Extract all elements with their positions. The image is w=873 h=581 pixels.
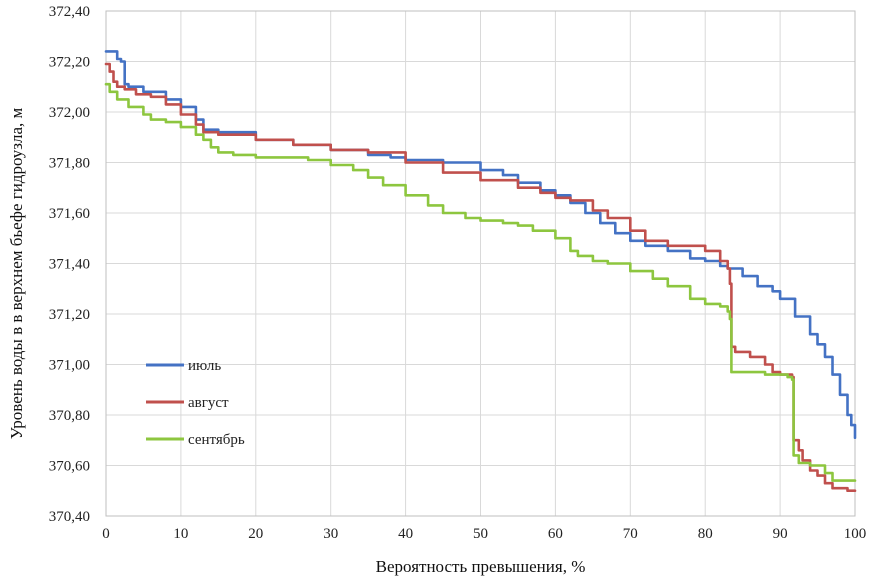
y-axis-ticks: 370,40 370,60 370,80 371,00 371,20 371,40 371,… (49, 4, 90, 525)
x-tick-label: 80 (698, 526, 713, 542)
y-axis-title: Уровень воды в в верхнем бьефе гидроузла… (7, 107, 26, 439)
x-tick-label: 90 (773, 526, 788, 542)
x-axis-title: Вероятность превышения, % (376, 557, 586, 576)
y-tick-label: 371,60 (49, 206, 90, 222)
legend-label-3: сентябрь (188, 432, 245, 448)
legend-label-1: июль (188, 358, 221, 374)
legend-label-2: август (188, 395, 229, 411)
y-tick-label: 370,60 (49, 459, 90, 475)
x-tick-label: 60 (548, 526, 563, 542)
y-tick-label: 372,40 (49, 4, 90, 20)
x-tick-label: 70 (623, 526, 638, 542)
y-tick-label: 371,40 (49, 257, 90, 273)
x-tick-label: 30 (323, 526, 338, 542)
y-tick-label: 372,20 (49, 55, 90, 71)
x-tick-label: 50 (473, 526, 488, 542)
x-tick-label: 0 (102, 526, 110, 542)
y-tick-label: 372,00 (49, 105, 90, 121)
x-axis-ticks: 0 10 20 30 40 50 60 70 80 90 100 (102, 526, 866, 542)
y-tick-label: 370,40 (49, 509, 90, 525)
series-line-3 (104, 82, 857, 482)
y-tick-label: 371,20 (49, 307, 90, 323)
series-layer (104, 50, 857, 492)
x-tick-label: 100 (844, 526, 867, 542)
legend: июль август сентябрь (146, 358, 245, 448)
x-tick-label: 10 (173, 526, 188, 542)
x-tick-label: 20 (248, 526, 263, 542)
y-tick-label: 370,80 (49, 408, 90, 424)
y-tick-label: 371,80 (49, 156, 90, 172)
plot-area (105, 10, 856, 517)
y-tick-label: 371,00 (49, 358, 90, 374)
x-tick-label: 40 (398, 526, 413, 542)
